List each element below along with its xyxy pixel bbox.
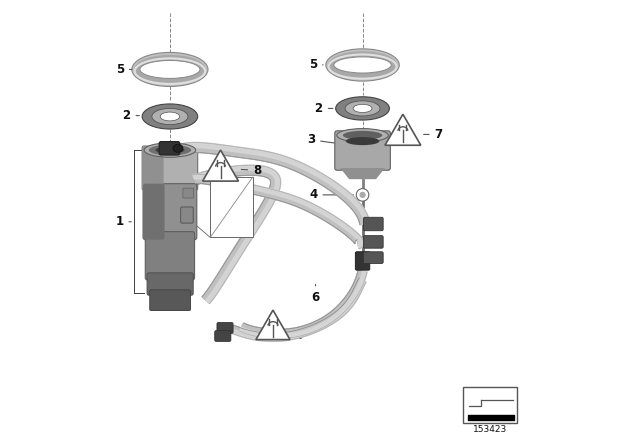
FancyBboxPatch shape (180, 207, 193, 223)
Ellipse shape (353, 104, 372, 112)
Text: 8: 8 (241, 164, 261, 177)
Polygon shape (193, 174, 364, 249)
Circle shape (360, 192, 365, 198)
Polygon shape (231, 280, 366, 341)
Ellipse shape (142, 104, 198, 129)
Polygon shape (179, 147, 365, 224)
FancyBboxPatch shape (142, 146, 198, 190)
FancyBboxPatch shape (335, 131, 390, 170)
Polygon shape (188, 165, 280, 304)
Ellipse shape (134, 55, 205, 84)
Ellipse shape (343, 131, 382, 140)
Ellipse shape (326, 49, 399, 81)
FancyBboxPatch shape (143, 184, 164, 240)
Polygon shape (195, 179, 359, 244)
Ellipse shape (173, 144, 183, 152)
Text: 5: 5 (116, 63, 132, 76)
Text: 153423: 153423 (473, 425, 508, 434)
Polygon shape (177, 142, 370, 224)
Ellipse shape (156, 146, 184, 154)
Ellipse shape (337, 129, 388, 142)
Text: 2: 2 (122, 109, 140, 122)
Text: 3: 3 (307, 133, 334, 146)
Polygon shape (192, 170, 276, 300)
Ellipse shape (132, 52, 208, 86)
Text: 5: 5 (308, 58, 323, 72)
Text: 6: 6 (312, 284, 319, 305)
FancyBboxPatch shape (183, 188, 194, 198)
Polygon shape (193, 174, 364, 249)
Polygon shape (239, 271, 367, 338)
Ellipse shape (336, 97, 390, 120)
Polygon shape (242, 270, 362, 334)
Polygon shape (385, 114, 421, 145)
FancyBboxPatch shape (364, 217, 383, 231)
Polygon shape (188, 165, 280, 304)
Ellipse shape (144, 143, 196, 157)
FancyBboxPatch shape (145, 232, 195, 280)
FancyBboxPatch shape (217, 323, 233, 333)
Ellipse shape (345, 101, 380, 116)
Polygon shape (239, 270, 367, 338)
FancyBboxPatch shape (142, 146, 164, 190)
Polygon shape (231, 278, 366, 341)
Ellipse shape (148, 145, 191, 155)
Polygon shape (340, 168, 385, 179)
Text: 7: 7 (424, 128, 443, 141)
Polygon shape (203, 150, 239, 181)
Circle shape (356, 189, 369, 201)
FancyBboxPatch shape (355, 252, 370, 270)
Text: 4: 4 (309, 188, 353, 202)
Text: 2: 2 (315, 102, 333, 115)
Ellipse shape (346, 137, 380, 145)
Bar (463, 387, 517, 423)
Polygon shape (256, 310, 290, 340)
FancyBboxPatch shape (150, 290, 191, 310)
Ellipse shape (328, 51, 397, 79)
FancyBboxPatch shape (143, 184, 197, 240)
FancyBboxPatch shape (364, 236, 383, 248)
FancyBboxPatch shape (215, 331, 231, 341)
Polygon shape (233, 278, 362, 337)
FancyBboxPatch shape (159, 142, 180, 155)
Text: 1: 1 (115, 215, 131, 228)
Text: 9: 9 (287, 328, 303, 342)
Ellipse shape (334, 57, 391, 73)
FancyBboxPatch shape (147, 273, 193, 295)
Polygon shape (177, 142, 370, 224)
Ellipse shape (160, 112, 180, 121)
Ellipse shape (152, 108, 188, 125)
Ellipse shape (140, 60, 200, 78)
FancyBboxPatch shape (364, 252, 383, 263)
Bar (210, 177, 253, 237)
